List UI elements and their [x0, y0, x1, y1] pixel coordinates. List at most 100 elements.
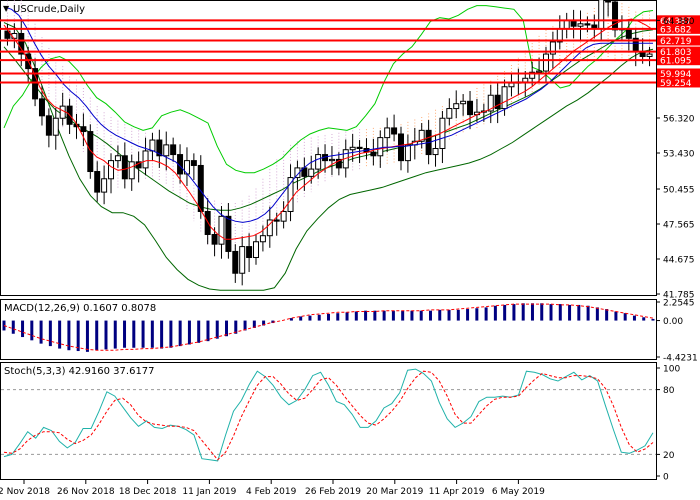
y-tick-label: 41.785	[663, 291, 695, 301]
macd-signal-line	[3, 303, 654, 351]
chart-menu-arrow-icon[interactable]: ▼	[3, 4, 10, 13]
candle-bull	[418, 129, 425, 142]
candle-bull	[549, 41, 556, 55]
candle-bull	[294, 167, 301, 179]
x-tick-label: 4 Feb 2019	[246, 487, 297, 497]
candle-bull	[149, 139, 156, 152]
candle-bear	[605, 0, 612, 3]
candles	[4, 0, 653, 286]
y-tick-label: 56.320	[663, 115, 695, 125]
stoch-plot: 100 80 20 0	[1, 365, 680, 483]
candle-bear	[232, 250, 239, 274]
x-tick-label: 6 May 2019	[492, 487, 545, 497]
sr-label: 61.095	[660, 57, 692, 67]
stoch-panel-frame	[0, 362, 657, 480]
y-tick-label: 53.430	[663, 149, 695, 159]
candle-bear	[612, 1, 619, 31]
candle-bull	[315, 154, 322, 170]
candle-bull	[239, 246, 246, 274]
candle-bull	[266, 219, 273, 237]
candle-bear	[80, 126, 87, 133]
candle-bull	[577, 23, 584, 27]
candle-bull	[253, 241, 260, 258]
candle-bear	[211, 233, 218, 245]
candle-bull	[59, 105, 66, 119]
candle-bull	[522, 77, 529, 83]
sr-label: 59.254	[660, 79, 692, 89]
candle-bull	[280, 210, 287, 222]
candle-bear	[246, 246, 253, 258]
candle-bear	[87, 131, 94, 173]
candle-bull	[52, 117, 59, 136]
candle-bear	[32, 68, 39, 100]
candle-bull	[101, 178, 108, 193]
candle-bull	[542, 53, 549, 72]
price-panel-frame	[0, 0, 657, 296]
y-tick-label: 50.455	[663, 186, 695, 196]
candle-bear	[273, 219, 280, 222]
sr-label-bg	[657, 68, 700, 79]
candle-bull	[598, 0, 605, 30]
sr-label: 59.994	[660, 70, 692, 80]
sr-label-bg	[657, 55, 700, 66]
candle-bear	[170, 144, 177, 156]
candle-bear	[625, 28, 632, 39]
sr-label-bg	[657, 15, 700, 26]
x-tick-label: 20 Mar 2019	[366, 487, 423, 497]
candle-bull	[487, 94, 494, 112]
candle-bull	[446, 108, 453, 119]
candle-bull	[460, 100, 467, 105]
candle-bull	[259, 235, 266, 243]
stoch-y-tick-label: 0	[663, 473, 669, 483]
x-tick-label: 11 Apr 2019	[429, 487, 485, 497]
macd-panel-frame	[0, 299, 657, 360]
stoch-y-tick-label: 100	[663, 365, 680, 375]
stoch-main-line	[3, 368, 654, 462]
macd-label: MACD(12,26,9) 0.1607 0.8078	[4, 303, 156, 314]
sr-label-bg	[657, 46, 700, 57]
candle-bull	[218, 215, 225, 245]
sr-label-bg	[657, 77, 700, 88]
symbol-title: USCrude,Daily	[13, 4, 85, 15]
x-tick-label: 26 Feb 2019	[305, 487, 361, 497]
candle-bull	[142, 150, 149, 169]
y-tick-label: 64.380	[663, 17, 695, 27]
candle-bull	[287, 177, 294, 212]
candle-bear	[45, 115, 52, 136]
stoch-signal-line	[3, 370, 654, 461]
candle-bear	[204, 210, 211, 235]
ma-slow-line	[3, 6, 653, 223]
candle-bear	[38, 98, 45, 117]
candle-bear	[467, 100, 474, 116]
time-axis: 2 Nov 2018 26 Nov 2018 18 Dec 2018 11 Jan 2…	[0, 480, 545, 497]
ma-fast-line	[3, 18, 654, 240]
candle-bear	[190, 160, 197, 166]
sr-label-bg	[657, 23, 700, 34]
candle-bear	[397, 133, 404, 162]
candle-bull	[308, 168, 315, 177]
candle-bull	[529, 71, 536, 79]
candle-bull	[114, 155, 121, 162]
candle-bull	[349, 146, 356, 151]
price-axis: 64.380 56.320 53.430 50.455 47.565 44.675 41.7…	[656, 17, 695, 301]
sr-label: 62.719	[660, 37, 692, 47]
candle-bull	[108, 160, 115, 180]
sr-label-bg	[657, 35, 700, 46]
x-tick-label: 2 Nov 2018	[0, 487, 50, 497]
y-tick-label: 47.565	[663, 221, 695, 231]
candle-bear	[4, 30, 11, 39]
macd-y-tick-label: 2.2545	[663, 299, 695, 309]
candle-bull	[563, 19, 570, 30]
macd-plot: 2.2545 0.00 -4.4231	[2, 299, 698, 364]
candle-bear	[356, 146, 363, 150]
candle-bear	[370, 151, 377, 157]
candle-bear	[584, 23, 591, 26]
macd-y-tick-label: 0.00	[663, 317, 683, 327]
candle-bull	[646, 53, 653, 57]
sr-label: 64.387	[660, 17, 692, 27]
candle-bull	[508, 82, 515, 88]
candle-bear	[94, 171, 101, 193]
candle-bull	[377, 137, 384, 157]
